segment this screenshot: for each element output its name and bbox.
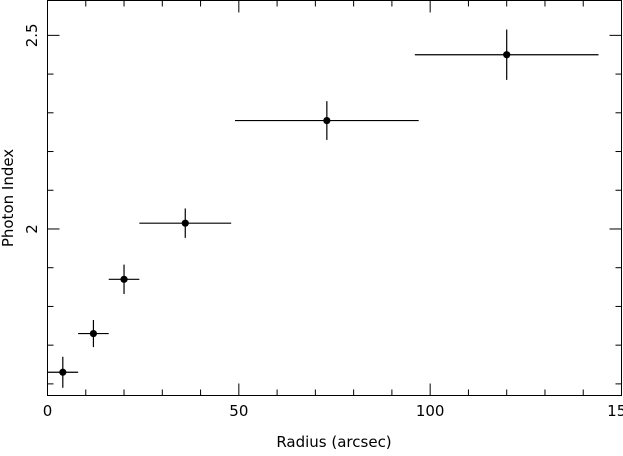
- data-point: [120, 275, 128, 283]
- data-point: [503, 51, 511, 59]
- plot-frame: [47, 0, 622, 396]
- data-point: [181, 219, 189, 227]
- x-axis-label: Radius (arcsec): [276, 433, 391, 451]
- data-point: [89, 329, 98, 338]
- tick-labels: 0 50 100 150 2 2.5: [23, 23, 623, 420]
- data-point: [59, 368, 67, 376]
- x-tick-label: 50: [229, 402, 248, 420]
- x-tick-label: 100: [416, 402, 445, 420]
- axis-ticks: [47, 0, 622, 396]
- y-tick-label: 2.5: [23, 23, 41, 47]
- y-tick-label: 2: [23, 224, 41, 234]
- x-tick-label: 150: [607, 402, 623, 420]
- y-axis-label: Photon Index: [0, 149, 17, 247]
- data-point: [323, 116, 331, 125]
- x-tick-label: 0: [43, 402, 53, 420]
- data-points: [47, 29, 599, 388]
